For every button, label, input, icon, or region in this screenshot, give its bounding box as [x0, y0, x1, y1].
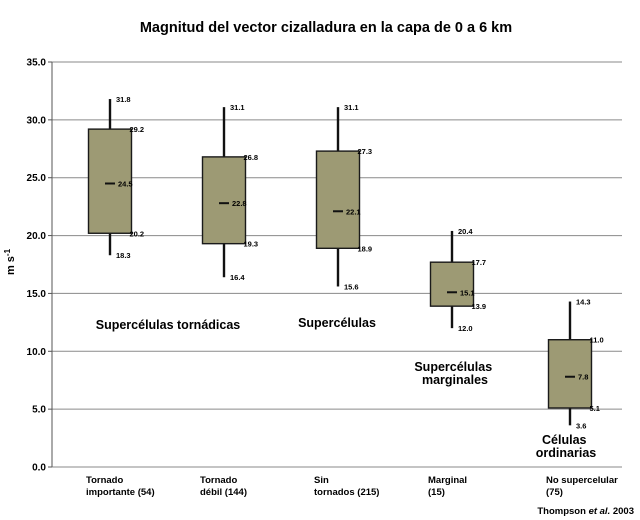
- label-q3: 27.3: [358, 147, 373, 156]
- y-tick-label: 10.0: [27, 347, 47, 358]
- box-group: 14.3 11.0 7.8 5.1 3.6: [547, 298, 604, 430]
- y-tick-label: 20.0: [27, 231, 47, 242]
- label-q3: 11.0: [590, 336, 604, 345]
- label-median: 22.1: [346, 207, 361, 216]
- label-median: 24.5: [118, 180, 133, 189]
- box-iqr: [201, 156, 247, 245]
- y-axis-label: m s-1: [3, 248, 17, 275]
- box-iqr: [547, 339, 593, 409]
- label-max: 20.4: [458, 227, 473, 236]
- label-min: 18.3: [116, 251, 131, 260]
- category-label: Sin tornados (215): [314, 475, 379, 498]
- box-iqr: [315, 150, 361, 250]
- y-axis-ticks: 0.0 5.0 10.0 15.0 20.0 25.0 30.0 35.0: [27, 58, 52, 474]
- category-label: No supercelular (75): [546, 475, 618, 498]
- box-group: 20.4 17.7 15.1 13.9 12.0: [429, 227, 487, 333]
- label-median: 7.8: [578, 373, 588, 382]
- label-q3: 29.2: [130, 125, 145, 134]
- y-tick-label: 15.0: [27, 289, 47, 300]
- y-tick-label: 35.0: [27, 58, 47, 69]
- category-label: Tornado débil (144): [200, 475, 247, 498]
- annotation-supercelulas-tornadicas: Supercélulas tornádicas: [96, 318, 241, 332]
- box-iqr: [429, 261, 475, 307]
- label-max: 31.8: [116, 95, 131, 104]
- label-q1: 19.3: [244, 240, 259, 249]
- y-tick-label: 25.0: [27, 173, 47, 184]
- box-group: 31.1 26.8 22.8 19.3 16.4: [201, 103, 259, 282]
- label-q1: 13.9: [472, 302, 487, 311]
- label-median: 22.8: [232, 199, 247, 208]
- label-max: 31.1: [230, 103, 245, 112]
- chart-title: Magnitud del vector cizalladura en la ca…: [140, 20, 512, 36]
- label-max: 14.3: [576, 298, 591, 307]
- label-q1: 18.9: [358, 244, 373, 253]
- category-label: Marginal (15): [428, 475, 467, 498]
- category-label: Tornado importante (54): [86, 475, 155, 498]
- annotation-supercelulas-marginales: Supercélulas marginales: [414, 360, 495, 387]
- label-max: 31.1: [344, 103, 359, 112]
- box-iqr: [87, 128, 133, 234]
- label-q3: 17.7: [472, 258, 487, 267]
- y-tick-label: 0.0: [32, 463, 46, 474]
- label-min: 3.6: [576, 421, 586, 430]
- boxes: 31.8 29.2 24.5 20.2 18.3 31.1 26.8 22.8 19.3 16.4…: [87, 95, 604, 430]
- annotation-celulas-ordinarias: Células ordinarias: [536, 433, 596, 460]
- label-median: 15.1: [460, 288, 475, 297]
- x-axis-category-labels: Tornado importante (54) Tornado débil (144)…: [86, 475, 618, 498]
- source-credit: Thompson et al. 2003: [537, 506, 634, 517]
- label-min: 15.6: [344, 282, 359, 291]
- y-tick-label: 5.0: [32, 405, 46, 416]
- label-q1: 5.1: [590, 404, 600, 413]
- box-group: 31.1 27.3 22.1 18.9 15.6: [315, 103, 373, 291]
- annotation-supercelulas: Supercélulas: [298, 316, 376, 330]
- label-q1: 20.2: [130, 229, 145, 238]
- label-q3: 26.8: [244, 153, 259, 162]
- box-group: 31.8 29.2 24.5 20.2 18.3: [87, 95, 145, 260]
- label-min: 12.0: [458, 324, 473, 333]
- y-tick-label: 30.0: [27, 115, 47, 126]
- label-min: 16.4: [230, 273, 245, 282]
